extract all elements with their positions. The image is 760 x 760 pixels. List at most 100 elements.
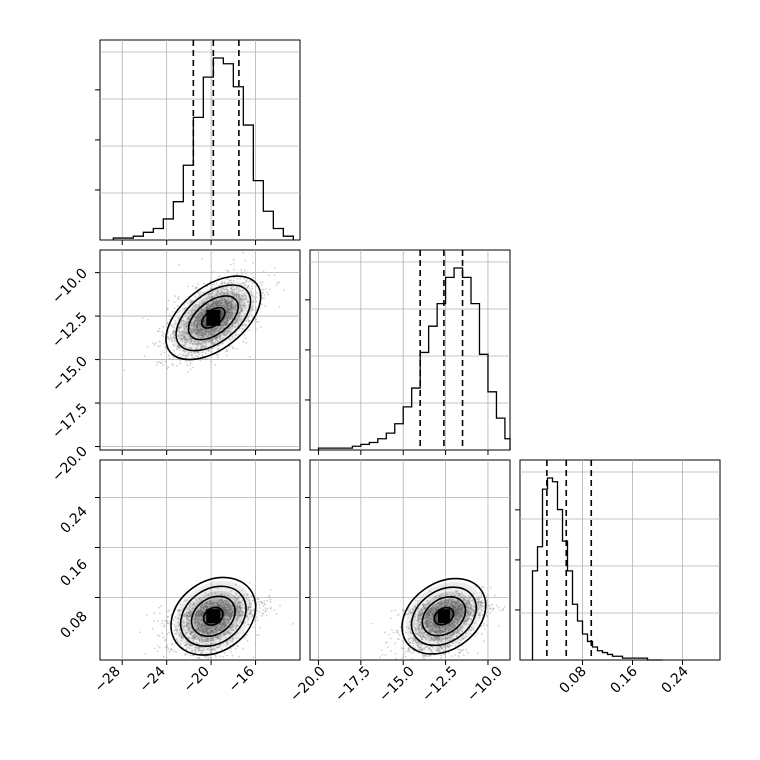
scatter-point <box>200 332 203 334</box>
scatter-point <box>210 351 213 353</box>
scatter-point <box>189 368 192 371</box>
scatter-point <box>216 282 218 285</box>
scatter-point <box>170 340 173 343</box>
scatter-point <box>221 337 224 340</box>
scatter-point <box>236 277 239 280</box>
scatter-point <box>222 327 225 330</box>
scatter-point <box>200 291 202 293</box>
scatter-point <box>238 304 241 306</box>
scatter-point <box>183 320 186 323</box>
scatter-point <box>480 594 483 596</box>
scatter-point <box>201 335 203 338</box>
scatter-point <box>228 279 231 282</box>
scatter-point <box>228 345 231 347</box>
scatter-point <box>220 297 223 300</box>
scatter-point <box>216 291 219 293</box>
scatter-point <box>239 311 242 314</box>
scatter-point <box>268 274 270 277</box>
scatter-point <box>177 354 179 357</box>
scatter-point <box>384 642 387 644</box>
scatter-point <box>170 643 173 646</box>
scatter-point <box>243 334 246 337</box>
scatter-point <box>221 315 224 318</box>
scatter-point <box>392 631 395 634</box>
scatter-point <box>239 320 242 323</box>
scatter-point <box>216 348 219 350</box>
scatter-point <box>208 292 211 295</box>
scatter-point <box>390 650 393 652</box>
scatter-point <box>202 314 205 316</box>
scatter-point <box>257 320 260 323</box>
scatter-point <box>188 336 191 339</box>
scatter-point <box>220 289 223 292</box>
scatter-point <box>179 362 182 365</box>
scatter-point <box>492 607 495 610</box>
scatter-point <box>243 325 246 328</box>
scatter-point <box>174 322 177 325</box>
scatter-point <box>215 337 217 340</box>
scatter-point <box>197 342 200 345</box>
scatter-point <box>155 364 158 366</box>
scatter-point <box>195 332 198 335</box>
scatter-point <box>197 342 200 345</box>
scatter-point <box>161 619 164 622</box>
scatter-point <box>211 304 214 306</box>
scatter-point <box>190 332 193 335</box>
scatter-point <box>292 623 294 625</box>
scatter-point <box>168 357 171 360</box>
scatter-point <box>230 287 232 290</box>
scatter-point <box>231 325 233 328</box>
scatter-point <box>231 324 233 327</box>
scatter-point <box>197 335 200 338</box>
scatter-point <box>198 329 201 332</box>
scatter-point <box>208 296 211 299</box>
scatter-point <box>190 338 193 340</box>
scatter-point <box>251 599 254 602</box>
scatter-point <box>262 605 265 608</box>
scatter-point <box>203 324 206 327</box>
scatter-point <box>250 285 253 288</box>
scatter-point <box>158 327 161 330</box>
scatter-point <box>252 276 255 279</box>
scatter-point <box>259 601 261 603</box>
scatter-point <box>173 650 175 652</box>
scatter-point <box>197 355 200 358</box>
scatter-point <box>203 335 205 338</box>
scatter-point <box>172 324 174 326</box>
scatter-point <box>212 334 215 336</box>
scatter-point <box>196 344 198 346</box>
scatter-point <box>188 354 190 357</box>
scatter-point <box>489 586 492 589</box>
scatter-point <box>205 306 208 309</box>
scatter-point <box>185 332 187 335</box>
scatter-point <box>215 299 218 302</box>
scatter-point <box>201 329 204 331</box>
scatter-point <box>190 649 193 652</box>
scatter-point <box>166 633 169 636</box>
scatter-point <box>262 609 265 611</box>
scatter-point <box>223 296 226 299</box>
scatter-point <box>214 364 217 366</box>
scatter-point <box>177 641 180 644</box>
scatter-point <box>178 263 181 266</box>
scatter-point <box>222 324 225 326</box>
scatter-point <box>269 598 272 601</box>
scatter-point <box>481 632 483 635</box>
scatter-point <box>407 648 410 651</box>
scatter-point <box>204 352 207 355</box>
scatter-point <box>202 282 205 285</box>
scatter-point <box>172 343 174 346</box>
scatter-point <box>178 326 181 329</box>
scatter-point <box>400 647 403 650</box>
scatter-point <box>200 328 203 331</box>
scatter-point <box>233 305 236 307</box>
scatter-point <box>494 594 496 597</box>
scatter-point <box>265 287 267 290</box>
scatter-point <box>219 655 222 658</box>
scatter-point <box>192 324 195 327</box>
scatter-point <box>198 310 201 312</box>
scatter-point <box>229 263 232 266</box>
scatter-point <box>186 364 189 367</box>
scatter-point <box>180 330 183 333</box>
scatter-point <box>210 342 213 345</box>
